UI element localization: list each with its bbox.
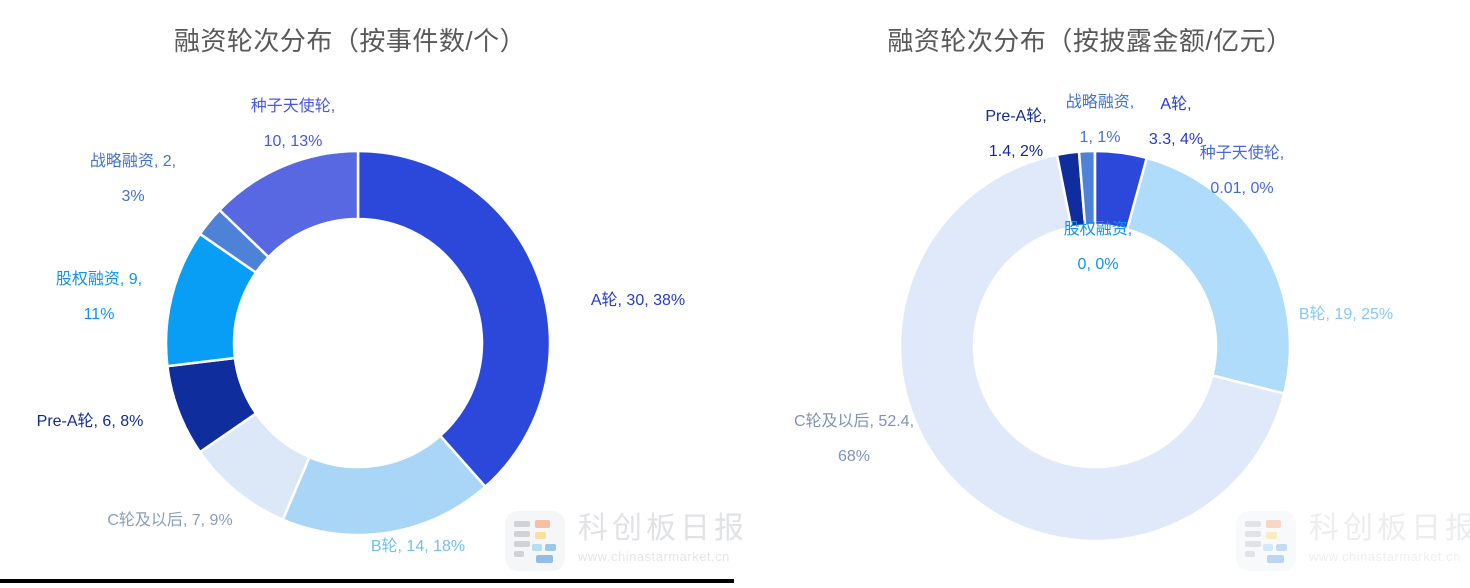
watermark-left: 科创板日报 www.chinastarmarket.cn [505,511,748,571]
donut-slice-b-round [1125,156,1292,395]
watermark-url: www.chinastarmarket.cn [1309,549,1461,564]
watermark-url: www.chinastarmarket.cn [578,549,730,564]
watermark-right: 科创板日报 www.chinastarmarket.cn [1236,511,1470,571]
donut-slice-strategic [1077,149,1097,227]
watermark-brand: 科创板日报 [578,512,748,545]
starmarket-logo-icon [505,511,565,571]
donut-slice-a-round [356,149,552,488]
starmarket-logo-icon [1236,511,1296,571]
chart-title-disclosed-amount: 融资轮次分布（按披露金额/亿元） [887,26,1293,56]
chart-title-events-count: 融资轮次分布（按事件数/个） [173,26,527,56]
watermark-brand: 科创板日报 [1309,512,1470,545]
bottom-border-line [0,579,734,583]
donut-slice-seed-angel [218,149,360,259]
donut-slice-c-and-later [898,153,1286,543]
